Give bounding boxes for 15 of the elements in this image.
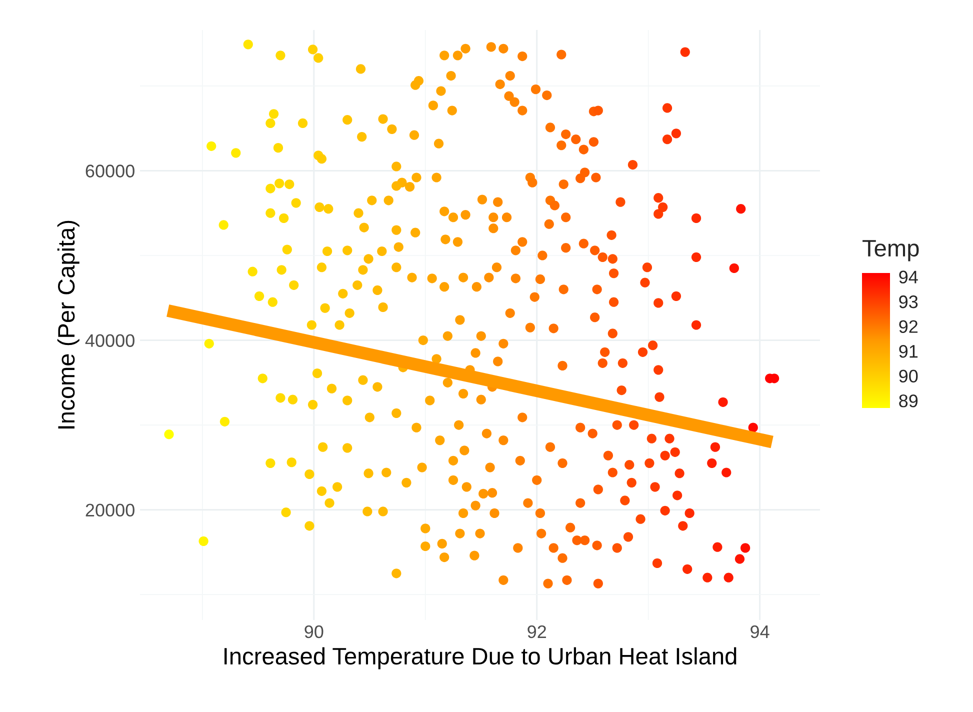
x-tick-label: 94	[750, 625, 770, 638]
y-tick-label: 40000	[85, 334, 134, 347]
y-tick-label: 20000	[86, 504, 134, 517]
x-tick-label: 90	[304, 625, 324, 638]
color-bar-label: 92	[899, 320, 918, 333]
y-axis-title: Income (Per Capita)	[57, 220, 80, 428]
color-bar-label: 89	[899, 394, 918, 408]
color-bar-label: 93	[899, 295, 918, 308]
color-bar-label: 91	[899, 344, 918, 358]
color-bar-title: Temp	[862, 240, 919, 262]
color-bar-label: 94	[899, 270, 918, 284]
x-tick-label: 92	[528, 625, 546, 638]
color-bar-label: 90	[899, 370, 918, 383]
y-tick-label: 60000	[86, 164, 134, 178]
x-axis-title: Increased Temperature Due to Urban Heat Island	[224, 647, 736, 670]
